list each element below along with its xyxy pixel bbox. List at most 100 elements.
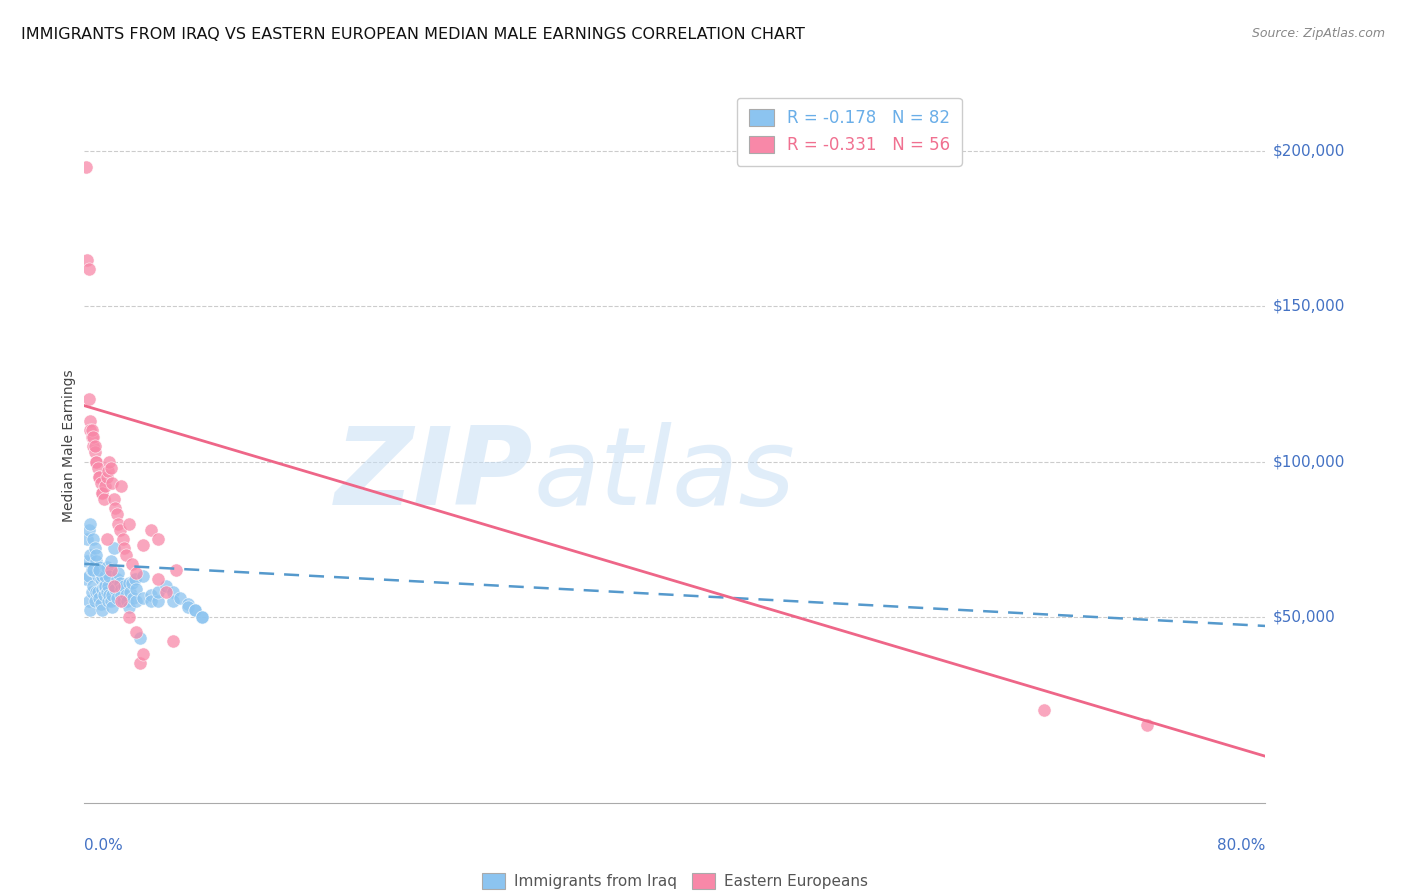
Point (125, 566, 148, 581)
Point (110, 479, 132, 493)
Point (90, 597, 112, 611)
Text: $100,000: $100,000 (1272, 454, 1344, 469)
Point (100, 594, 122, 608)
Point (77, 262, 100, 277)
Point (104, 582, 127, 596)
Legend: Immigrants from Iraq, Eastern Europeans: Immigrants from Iraq, Eastern Europeans (475, 867, 875, 892)
Point (91, 485, 114, 500)
Point (98, 588, 121, 602)
Text: Source: ZipAtlas.com: Source: ZipAtlas.com (1251, 27, 1385, 40)
Point (96, 584, 118, 599)
Point (129, 656, 152, 670)
Point (124, 573, 146, 587)
Text: IMMIGRANTS FROM IRAQ VS EASTERN EUROPEAN MEDIAN MALE EARNINGS CORRELATION CHART: IMMIGRANTS FROM IRAQ VS EASTERN EUROPEAN… (21, 27, 806, 42)
Point (76, 532, 98, 546)
Point (97, 579, 120, 593)
Point (132, 647, 155, 661)
Point (191, 609, 214, 624)
Point (91, 603, 114, 617)
Point (96, 560, 118, 574)
Point (87, 563, 111, 577)
Point (169, 591, 191, 605)
Point (121, 557, 143, 571)
Point (118, 609, 141, 624)
Point (82, 579, 104, 593)
Point (96, 532, 118, 546)
Point (165, 563, 187, 577)
Point (91, 582, 114, 596)
Text: ZIP: ZIP (335, 422, 533, 527)
Point (93, 588, 115, 602)
Point (191, 609, 214, 624)
Point (105, 591, 128, 605)
Point (107, 516, 129, 531)
Point (101, 588, 124, 602)
Point (184, 603, 207, 617)
Point (103, 491, 125, 506)
Point (83, 439, 105, 453)
Point (110, 594, 132, 608)
Point (162, 584, 184, 599)
Point (177, 600, 200, 615)
Point (83, 541, 105, 556)
Point (112, 541, 135, 556)
Point (108, 575, 131, 590)
Point (87, 560, 111, 574)
Point (97, 594, 120, 608)
Point (120, 584, 142, 599)
Point (84, 548, 107, 562)
Point (139, 523, 162, 537)
Point (97, 464, 120, 478)
Point (77, 523, 100, 537)
Point (155, 584, 177, 599)
Point (91, 485, 114, 500)
Point (87, 470, 111, 484)
Point (77, 594, 100, 608)
Point (76, 252, 98, 267)
Point (82, 532, 104, 546)
Text: $50,000: $50,000 (1272, 609, 1336, 624)
Point (82, 430, 104, 444)
Point (84, 584, 107, 599)
Point (83, 445, 105, 459)
Point (107, 566, 129, 581)
Point (87, 563, 111, 577)
Point (90, 476, 112, 491)
Point (1136, 718, 1159, 732)
Point (87, 470, 111, 484)
Point (108, 523, 131, 537)
Point (132, 538, 155, 552)
Point (100, 554, 122, 568)
Point (94, 579, 117, 593)
Text: $150,000: $150,000 (1272, 299, 1344, 314)
Point (112, 579, 135, 593)
Point (148, 532, 170, 546)
Point (86, 584, 108, 599)
Point (122, 591, 145, 605)
Point (79, 516, 101, 531)
Point (80, 424, 103, 438)
Point (110, 582, 132, 596)
Point (75, 573, 97, 587)
Point (114, 588, 136, 602)
Text: 80.0%: 80.0% (1218, 838, 1265, 854)
Point (115, 594, 138, 608)
Point (111, 594, 134, 608)
Point (98, 454, 121, 468)
Point (125, 582, 148, 596)
Point (96, 470, 118, 484)
Text: $200,000: $200,000 (1272, 144, 1344, 159)
Point (118, 600, 141, 615)
Point (86, 460, 108, 475)
Point (162, 634, 184, 648)
Point (80, 563, 103, 577)
Point (94, 569, 117, 583)
Point (155, 579, 177, 593)
Point (148, 584, 170, 599)
Point (125, 625, 148, 640)
Point (80, 430, 103, 444)
Point (75, 160, 97, 174)
Y-axis label: Median Male Earnings: Median Male Earnings (62, 369, 76, 523)
Point (148, 573, 170, 587)
Point (118, 516, 141, 531)
